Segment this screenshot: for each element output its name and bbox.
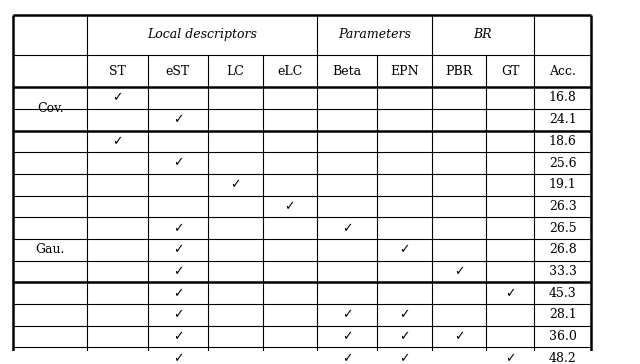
- Text: 16.8: 16.8: [548, 91, 577, 104]
- Text: 18.6: 18.6: [548, 135, 577, 148]
- Text: eST: eST: [166, 64, 190, 78]
- Text: LC: LC: [227, 64, 244, 78]
- Text: ✓: ✓: [342, 222, 353, 235]
- Text: 19.1: 19.1: [548, 178, 577, 191]
- Text: 33.3: 33.3: [548, 265, 577, 278]
- Text: ✓: ✓: [173, 308, 183, 321]
- Text: ✓: ✓: [342, 308, 353, 321]
- Text: BR: BR: [474, 28, 492, 41]
- Text: ✓: ✓: [284, 200, 295, 213]
- Text: ✓: ✓: [342, 352, 353, 364]
- Text: PBR: PBR: [445, 64, 472, 78]
- Text: ✓: ✓: [173, 113, 183, 126]
- Text: Gau.: Gau.: [35, 244, 65, 256]
- Text: Beta: Beta: [333, 64, 362, 78]
- Text: 26.3: 26.3: [548, 200, 577, 213]
- Text: ✓: ✓: [399, 330, 410, 343]
- Text: ✓: ✓: [173, 265, 183, 278]
- Text: ✓: ✓: [173, 287, 183, 300]
- Text: ✓: ✓: [505, 352, 515, 364]
- Text: 25.6: 25.6: [549, 157, 577, 170]
- Text: 36.0: 36.0: [548, 330, 577, 343]
- Text: 26.5: 26.5: [549, 222, 577, 235]
- Text: ✓: ✓: [399, 352, 410, 364]
- Text: 28.1: 28.1: [548, 308, 577, 321]
- Text: 26.8: 26.8: [548, 244, 577, 256]
- Text: ✓: ✓: [230, 178, 241, 191]
- Text: ✓: ✓: [173, 222, 183, 235]
- Text: ✓: ✓: [454, 265, 464, 278]
- Text: Acc.: Acc.: [549, 64, 576, 78]
- Text: ✓: ✓: [399, 308, 410, 321]
- Text: Parameters: Parameters: [338, 28, 411, 41]
- Text: 45.3: 45.3: [548, 287, 577, 300]
- Text: 48.2: 48.2: [548, 352, 577, 364]
- Text: ✓: ✓: [112, 135, 122, 148]
- Text: ✓: ✓: [173, 330, 183, 343]
- Text: Local descriptors: Local descriptors: [147, 28, 257, 41]
- Text: ✓: ✓: [454, 330, 464, 343]
- Text: ✓: ✓: [173, 352, 183, 364]
- Text: 24.1: 24.1: [548, 113, 577, 126]
- Text: ✓: ✓: [173, 157, 183, 170]
- Text: ✓: ✓: [173, 244, 183, 256]
- Text: ✓: ✓: [399, 244, 410, 256]
- Text: ST: ST: [109, 64, 125, 78]
- Text: ✓: ✓: [505, 287, 515, 300]
- Text: ✓: ✓: [112, 91, 122, 104]
- Text: GT: GT: [500, 64, 519, 78]
- Text: eLC: eLC: [277, 64, 302, 78]
- Text: Cov.: Cov.: [37, 102, 63, 115]
- Text: ✓: ✓: [342, 330, 353, 343]
- Text: EPN: EPN: [390, 64, 419, 78]
